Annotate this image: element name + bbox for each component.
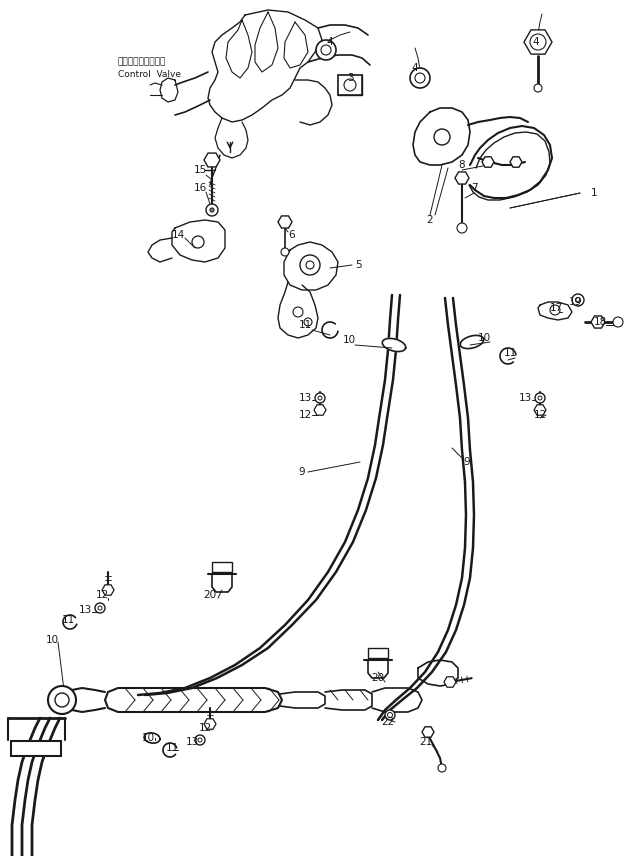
Circle shape [293, 307, 303, 317]
Circle shape [210, 208, 214, 212]
Text: 10: 10 [343, 335, 355, 345]
Circle shape [192, 236, 204, 248]
Polygon shape [278, 216, 292, 228]
Bar [338, 75, 362, 95]
Circle shape [572, 294, 584, 306]
Text: 20: 20 [372, 673, 384, 683]
Polygon shape [204, 153, 220, 167]
Bar [368, 648, 388, 658]
Polygon shape [422, 727, 434, 737]
Text: 16: 16 [193, 183, 207, 193]
Text: 2: 2 [427, 215, 433, 225]
Circle shape [95, 603, 105, 613]
Text: 6: 6 [289, 230, 295, 240]
Text: 5: 5 [355, 260, 362, 270]
Circle shape [550, 305, 560, 315]
Circle shape [530, 34, 546, 50]
Circle shape [387, 712, 392, 717]
Text: Control  Valve: Control Valve [118, 69, 181, 79]
Circle shape [535, 393, 545, 403]
Text: 9: 9 [299, 467, 306, 477]
Text: 11: 11 [503, 348, 517, 358]
Circle shape [575, 298, 580, 302]
Text: 12: 12 [95, 590, 108, 600]
Polygon shape [482, 157, 494, 167]
Polygon shape [461, 336, 484, 348]
Text: 3: 3 [346, 73, 353, 83]
Text: 11: 11 [61, 615, 74, 625]
Polygon shape [52, 689, 72, 701]
Circle shape [306, 261, 314, 269]
Polygon shape [510, 157, 522, 167]
Polygon shape [144, 733, 160, 743]
Text: 9: 9 [464, 457, 471, 467]
Circle shape [528, 32, 548, 52]
Text: 1: 1 [591, 188, 597, 198]
Circle shape [534, 84, 542, 92]
Text: 13: 13 [78, 605, 91, 615]
Text: 15: 15 [193, 165, 207, 175]
Bar [11, 740, 61, 756]
Circle shape [321, 45, 331, 55]
Text: 11: 11 [299, 320, 312, 330]
Text: 10: 10 [142, 733, 154, 743]
Polygon shape [102, 585, 114, 595]
Circle shape [316, 40, 336, 60]
Text: 18: 18 [593, 317, 607, 327]
Text: 12: 12 [299, 410, 312, 420]
Circle shape [300, 255, 320, 275]
Text: 7: 7 [471, 183, 478, 193]
Text: 4: 4 [327, 37, 333, 47]
Circle shape [318, 396, 322, 400]
Text: コントロールバルブ: コントロールバルブ [118, 57, 166, 67]
Text: 11: 11 [165, 743, 179, 753]
Circle shape [415, 73, 425, 83]
Circle shape [55, 693, 69, 707]
Polygon shape [444, 677, 456, 687]
Text: 20: 20 [203, 590, 217, 600]
Text: 12: 12 [198, 723, 212, 733]
Circle shape [410, 68, 430, 88]
Text: 17: 17 [549, 303, 563, 313]
Circle shape [434, 129, 450, 145]
Circle shape [195, 735, 205, 745]
Text: 14: 14 [171, 230, 185, 240]
Circle shape [206, 204, 218, 216]
Circle shape [344, 79, 356, 91]
Text: 10: 10 [478, 333, 491, 343]
Text: 13: 13 [185, 737, 198, 747]
Text: 13: 13 [518, 393, 532, 403]
Text: 4: 4 [411, 63, 418, 73]
Circle shape [198, 738, 202, 742]
Polygon shape [455, 172, 469, 184]
Circle shape [385, 710, 395, 720]
Polygon shape [524, 30, 552, 54]
Circle shape [48, 686, 76, 714]
Circle shape [98, 606, 102, 610]
Circle shape [315, 393, 325, 403]
Circle shape [438, 764, 446, 772]
Bar [212, 562, 232, 572]
Text: 10: 10 [45, 635, 59, 645]
Text: 12: 12 [534, 410, 547, 420]
Polygon shape [204, 719, 216, 729]
Polygon shape [382, 338, 406, 352]
Circle shape [281, 248, 289, 256]
Text: 21: 21 [420, 737, 433, 747]
Circle shape [457, 223, 467, 233]
Polygon shape [591, 316, 605, 328]
Text: 22: 22 [381, 717, 394, 727]
Circle shape [613, 317, 623, 327]
Text: 19: 19 [568, 297, 581, 307]
Text: 4: 4 [533, 37, 539, 47]
Circle shape [304, 318, 312, 326]
Circle shape [538, 396, 542, 400]
Text: 8: 8 [459, 160, 466, 170]
Polygon shape [534, 405, 546, 415]
Circle shape [533, 37, 543, 47]
Polygon shape [314, 405, 326, 415]
Text: 13: 13 [299, 393, 312, 403]
